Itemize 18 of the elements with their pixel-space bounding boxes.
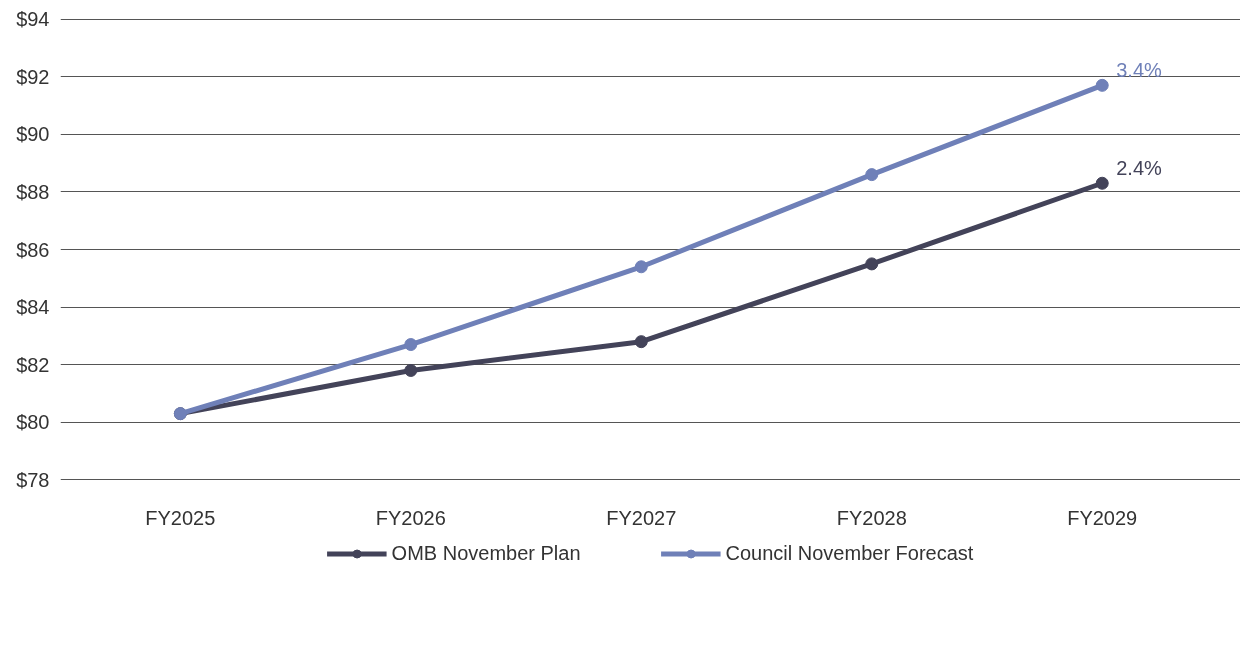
x-tick-label: FY2029 bbox=[1067, 506, 1138, 529]
x-tick-label: FY2026 bbox=[375, 506, 446, 529]
y-tick-label: $78 bbox=[16, 468, 50, 491]
y-tick-label: $84 bbox=[16, 296, 50, 319]
annotation: 3.4% bbox=[1116, 59, 1163, 82]
y-tick-label: $88 bbox=[16, 180, 50, 203]
y-tick-label: $90 bbox=[16, 123, 50, 146]
y-tick-label: $80 bbox=[16, 411, 50, 434]
annotation: 2.4% bbox=[1116, 157, 1163, 180]
legend-label: Council November Forecast bbox=[725, 541, 974, 565]
x-tick-label: FY2027 bbox=[606, 506, 677, 529]
x-tick-label: FY2025 bbox=[145, 506, 216, 529]
y-tick-label: $92 bbox=[16, 65, 50, 88]
y-tick-label: $82 bbox=[16, 353, 50, 376]
y-tick-label: $94 bbox=[16, 8, 50, 31]
legend-label: OMB November Plan bbox=[391, 541, 581, 565]
x-tick-label: FY2028 bbox=[836, 506, 907, 529]
y-tick-label: $86 bbox=[16, 238, 50, 261]
